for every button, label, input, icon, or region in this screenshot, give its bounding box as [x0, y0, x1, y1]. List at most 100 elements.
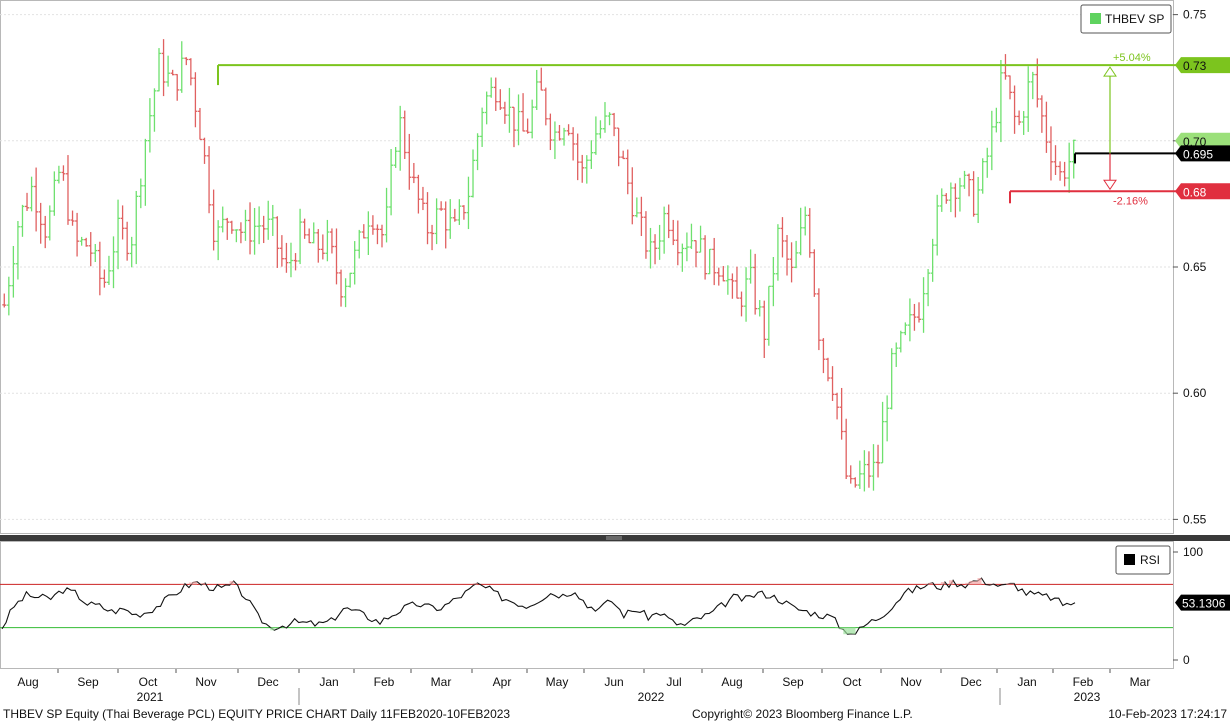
y-tick-label: 0.75	[1183, 8, 1207, 22]
candle	[748, 249, 753, 284]
candle	[921, 277, 926, 333]
candle	[721, 266, 726, 282]
candle	[930, 238, 935, 282]
candle	[907, 298, 912, 342]
candle	[666, 204, 671, 239]
candle	[448, 199, 453, 239]
rsi-overbought-fill	[940, 582, 945, 585]
candle	[980, 158, 985, 194]
candle	[575, 133, 580, 181]
candle	[753, 253, 758, 315]
candle	[75, 212, 80, 257]
rsi-last-tag: 53.1306	[1175, 594, 1230, 611]
candle	[1021, 111, 1026, 135]
x-tick-label: Oct	[139, 675, 158, 689]
candle	[871, 444, 876, 491]
candle	[307, 228, 312, 244]
candle	[998, 59, 1003, 143]
candle	[835, 392, 840, 420]
rsi-legend[interactable]: RSI	[1115, 545, 1171, 575]
candle	[643, 211, 648, 259]
candle	[1017, 110, 1022, 126]
candle	[20, 204, 25, 237]
candle	[188, 58, 193, 86]
candle	[1058, 161, 1063, 181]
candle	[443, 201, 448, 249]
candle	[639, 196, 644, 237]
candle	[612, 112, 617, 137]
rsi-oversold-fill	[847, 627, 852, 634]
x-tick-label: Oct	[843, 675, 862, 689]
candle	[216, 220, 221, 261]
candle	[935, 194, 940, 256]
candle	[744, 267, 749, 322]
grid-layer	[0, 14, 1173, 520]
candle	[111, 236, 116, 289]
x-tick-label: Jul	[666, 675, 681, 689]
candle	[161, 39, 166, 97]
rsi-overbought-fill	[949, 580, 954, 585]
candle	[120, 205, 125, 240]
candle	[967, 173, 972, 197]
candle	[712, 237, 717, 286]
candle	[11, 246, 16, 298]
candle	[725, 265, 730, 295]
candle	[716, 267, 721, 286]
candle	[812, 249, 817, 297]
candle	[671, 219, 676, 246]
rsi-legend-label: RSI	[1140, 553, 1160, 567]
candle	[957, 177, 962, 212]
candle	[653, 234, 658, 265]
down-arrow-head	[1103, 179, 1117, 191]
footer-right: 10-Feb-2023 17:24:17	[1108, 707, 1227, 721]
rsi-overbought-fill	[180, 583, 185, 585]
candle	[84, 237, 89, 247]
x-tick-label: Mar	[431, 675, 452, 689]
candle	[552, 121, 557, 160]
candle	[648, 227, 653, 269]
candle	[116, 199, 121, 270]
candle	[971, 171, 976, 217]
candle	[894, 342, 899, 367]
price-legend[interactable]: THBEV SP	[1080, 4, 1172, 34]
candle	[680, 243, 685, 272]
candle	[143, 138, 148, 206]
y-tick-label: 0.65	[1183, 260, 1207, 274]
candle	[694, 240, 699, 268]
x-tick-label: Sep	[782, 675, 804, 689]
rsi-oversold-fill	[839, 627, 844, 630]
candle	[830, 366, 835, 402]
high-tag: 0.73	[1175, 57, 1230, 74]
candle	[862, 450, 867, 492]
candle	[839, 387, 844, 440]
candle	[29, 176, 34, 212]
candle	[689, 223, 694, 249]
candle	[498, 89, 503, 110]
candle	[452, 208, 457, 222]
candle	[766, 285, 771, 346]
x-tick-label: Jan	[319, 675, 338, 689]
candle	[939, 188, 944, 212]
candle	[425, 192, 430, 245]
rsi-overbought-fill	[977, 578, 982, 585]
candle	[88, 232, 93, 267]
candle	[853, 477, 858, 488]
candle	[543, 87, 548, 126]
panel-splitter[interactable]	[0, 535, 1230, 541]
last-price-tag-bg	[1175, 145, 1230, 162]
candle	[129, 236, 134, 268]
rsi-overbought-fill	[473, 583, 478, 585]
candle	[234, 229, 239, 243]
last-price-tag-text: 0.695	[1183, 147, 1213, 161]
candle	[434, 198, 439, 245]
secondary-tag-bg	[1175, 132, 1230, 149]
candle	[193, 72, 198, 128]
year-label: 2021	[137, 690, 164, 704]
secondary-tag: 0.70	[1175, 132, 1230, 149]
candle	[616, 127, 621, 167]
x-tick-label: Nov	[900, 675, 921, 689]
candle	[320, 234, 325, 260]
candle	[794, 240, 799, 269]
candle	[352, 241, 357, 285]
candle	[1039, 95, 1044, 133]
